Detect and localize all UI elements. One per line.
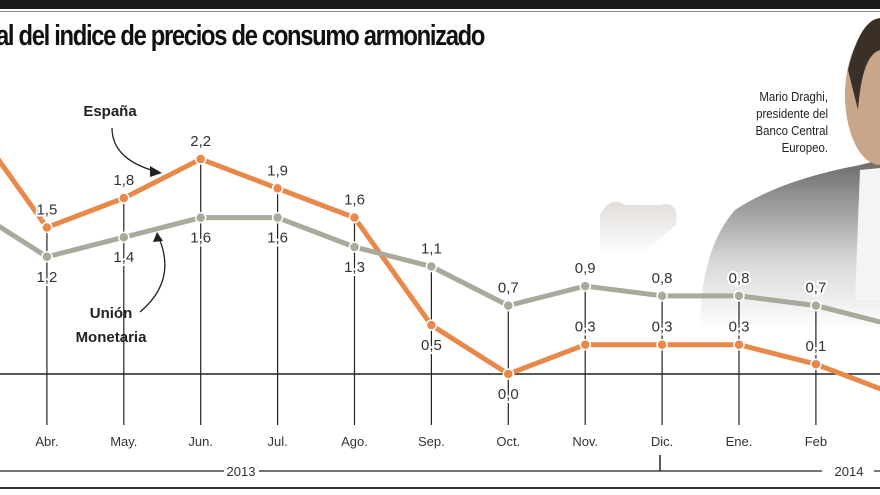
- value-label-union: 1,1: [421, 241, 442, 258]
- data-point-union: [194, 211, 207, 224]
- value-label-union: 1,2: [36, 269, 57, 286]
- data-point-spain: [194, 153, 207, 165]
- value-label-spain: 1,5: [36, 201, 57, 218]
- value-label-union: 0,8: [729, 270, 750, 287]
- data-point-spain: [810, 358, 822, 370]
- union-arrowhead-icon: [153, 232, 163, 242]
- data-point-spain: [41, 221, 53, 234]
- year-label-2013: 2013: [227, 464, 256, 479]
- data-point-spain: [502, 368, 515, 380]
- value-label-spain: 0,3: [652, 319, 673, 336]
- value-label-union: 0,8: [652, 270, 673, 287]
- value-label-spain: 1,9: [267, 162, 288, 179]
- value-label-spain: 0,3: [729, 319, 750, 336]
- value-label-union: 1,6: [190, 230, 211, 247]
- data-point-union: [425, 260, 438, 273]
- value-label-spain: 1,6: [344, 192, 365, 209]
- month-label: Jun.: [188, 434, 213, 449]
- series-label-spain: España: [83, 103, 137, 120]
- value-label-union: 0,7: [805, 280, 826, 297]
- month-label: Nov.: [572, 434, 598, 449]
- year-label-2014: 2014: [835, 464, 864, 479]
- data-point-spain: [348, 211, 361, 224]
- month-label: Abr.: [35, 434, 58, 449]
- data-point-union: [656, 290, 668, 302]
- data-point-union: [41, 251, 53, 263]
- top-bar: [0, 0, 880, 9]
- data-point-spain: [656, 338, 668, 351]
- series-label-union-1: Unión: [90, 305, 133, 322]
- value-label-spain: 2,2: [190, 133, 211, 150]
- data-point-spain: [271, 182, 284, 195]
- value-label-union: 0,7: [498, 280, 519, 297]
- series-label-union-2: Monetaria: [76, 329, 148, 346]
- data-point-spain: [118, 192, 130, 204]
- data-point-union: [810, 299, 822, 312]
- month-label: Oct.: [496, 434, 520, 449]
- value-label-spain: 0,3: [575, 319, 596, 336]
- value-label-union: 1,3: [344, 259, 365, 276]
- data-point-union: [348, 241, 361, 253]
- month-label: Dic.: [651, 434, 673, 449]
- caption-line: Banco Central: [755, 123, 828, 138]
- value-label-union: 1,6: [267, 230, 288, 247]
- data-point-spain: [733, 338, 745, 351]
- value-label-spain: 0,0: [498, 386, 519, 403]
- top-divider: [0, 11, 880, 12]
- union-arrow-icon: [139, 235, 166, 313]
- spain-arrowhead-icon: [150, 166, 162, 177]
- value-label-union: 1,4: [113, 249, 134, 266]
- photo-caption: Mario Draghi, presidente del Banco Centr…: [735, 88, 828, 156]
- value-label-spain: 1,8: [113, 172, 134, 189]
- data-point-union: [502, 299, 515, 312]
- month-label: Ene.: [726, 434, 753, 449]
- month-label: May.: [110, 434, 137, 449]
- caption-line: Europeo.: [781, 140, 828, 155]
- spain-arrow-icon: [111, 127, 159, 173]
- caption-line: presidente del: [756, 106, 828, 121]
- data-point-spain: [579, 338, 591, 351]
- value-label-spain: 0,5: [421, 337, 442, 354]
- data-point-union: [271, 211, 284, 224]
- caption-line: Mario Draghi,: [759, 89, 828, 104]
- data-point-union: [579, 280, 591, 292]
- data-point-union: [733, 290, 745, 302]
- month-label: Sep.: [418, 434, 445, 449]
- data-point-spain: [425, 319, 438, 331]
- month-label: Feb: [805, 434, 827, 449]
- month-label: Jul.: [267, 434, 287, 449]
- month-label: Ago.: [341, 434, 368, 449]
- data-point-union: [118, 231, 130, 243]
- value-label-union: 0,9: [575, 260, 596, 277]
- chart-title: al del indice de precios de consumo armo…: [0, 20, 485, 52]
- value-label-spain: 0,1: [805, 338, 826, 355]
